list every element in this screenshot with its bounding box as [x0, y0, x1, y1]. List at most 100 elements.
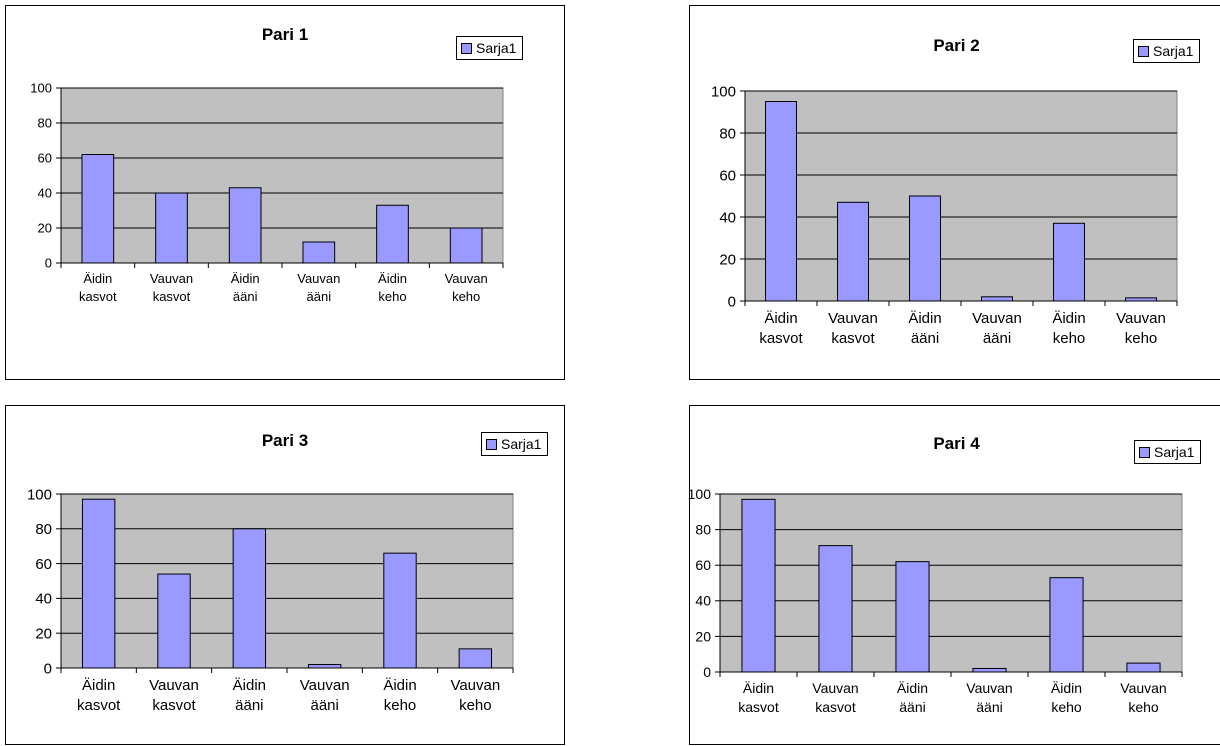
- y-tick-label: 0: [703, 664, 711, 680]
- y-tick-label: 60: [35, 556, 52, 573]
- y-tick-label: 100: [27, 486, 52, 503]
- bar: [909, 195, 941, 302]
- legend: Sarja1: [456, 36, 524, 60]
- legend-swatch: [461, 42, 472, 54]
- legend-swatch: [1139, 446, 1150, 458]
- x-tick-label: Vauvan kasvot: [150, 271, 193, 304]
- bar: [972, 667, 1007, 673]
- bar: [81, 154, 115, 264]
- chart-pari-3: Pari 3 Sarja1 0 20 40 60 80 100 Äidin kasvot Vau…: [5, 405, 565, 745]
- y-tick-label: 40: [695, 593, 711, 609]
- x-tick-label: Vauvan ääni: [300, 677, 350, 714]
- y-tick-label: 60: [719, 167, 736, 184]
- legend: Sarja1: [481, 432, 549, 456]
- legend-label: Sarja1: [501, 436, 542, 452]
- bar: [458, 648, 493, 669]
- x-tick-label: Vauvan keho: [450, 677, 500, 714]
- x-tick-label: Vauvan kasvot: [812, 680, 858, 715]
- plot: 0 20 40 60 80 100 Äidin kasvot Vauvan kasvot Äidin…: [30, 81, 504, 304]
- bar: [1126, 662, 1161, 673]
- y-tick-label: 80: [38, 116, 52, 131]
- y-tick-label: 0: [728, 293, 736, 310]
- bar: [1049, 577, 1084, 673]
- x-tick-label: Äidin ääni: [908, 310, 941, 347]
- x-tick-label: Vauvan ääni: [297, 271, 340, 304]
- x-tick-label: Äidin keho: [1051, 680, 1082, 715]
- x-tick-label: Vauvan kasvot: [828, 310, 878, 347]
- y-tick-label: 0: [45, 256, 52, 271]
- x-tick-label: Äidin ääni: [233, 677, 266, 714]
- bar: [741, 498, 776, 673]
- plot-area: [60, 493, 514, 669]
- chart-pari-1: Pari 1 Sarja1 0 20 40 60 80 100 Äidin kasvot Vau…: [5, 5, 565, 380]
- plot-area: [744, 90, 1178, 302]
- y-tick-label: 20: [35, 625, 52, 642]
- bar: [81, 498, 116, 669]
- y-tick-label: 40: [719, 209, 736, 226]
- x-tick-label: Äidin keho: [383, 677, 416, 714]
- legend-label: Sarja1: [1153, 43, 1194, 59]
- y-tick-label: 20: [38, 221, 52, 236]
- legend: Sarja1: [1133, 39, 1201, 63]
- x-tick-label: Vauvan keho: [1120, 680, 1166, 715]
- legend-label: Sarja1: [476, 40, 517, 56]
- chart-title: Pari 2: [933, 36, 980, 55]
- y-tick-label: 100: [30, 81, 52, 96]
- bar: [228, 187, 262, 264]
- plot-area: [60, 87, 504, 264]
- x-tick-label: Äidin kasvot: [77, 677, 121, 714]
- y-tick-label: 40: [35, 591, 52, 608]
- chart-pari-2: Pari 2 Sarja1 0 20 40 60 80 100 Äidin kasvot Vau…: [689, 5, 1220, 380]
- bar: [765, 101, 797, 302]
- x-tick-label: Vauvan keho: [445, 271, 488, 304]
- x-tick-label: Vauvan keho: [1116, 310, 1166, 347]
- bar: [449, 227, 483, 264]
- bar: [155, 192, 188, 264]
- x-tick-label: Äidin kasvot: [79, 271, 117, 304]
- x-tick-label: Äidin keho: [378, 271, 407, 304]
- x-tick-label: Äidin ääni: [231, 271, 260, 304]
- bar: [157, 573, 191, 669]
- bar: [232, 528, 267, 669]
- bar: [895, 561, 930, 673]
- legend-swatch: [1138, 45, 1149, 57]
- bar: [1125, 297, 1157, 302]
- bar: [1053, 222, 1085, 302]
- x-tick-label: Vauvan ääni: [972, 310, 1022, 347]
- bar: [302, 241, 336, 264]
- plot: 0 20 40 60 80 100 Äidin kasvot Vauvan kasvot Äidin…: [688, 486, 1183, 715]
- bar: [307, 664, 342, 669]
- y-tick-label: 60: [695, 557, 711, 573]
- legend-label: Sarja1: [1154, 444, 1195, 460]
- chart-title: Pari 4: [933, 434, 980, 453]
- x-tick-label: Äidin ääni: [897, 680, 928, 715]
- y-tick-label: 20: [719, 251, 736, 268]
- y-tick-label: 60: [38, 151, 52, 166]
- y-tick-label: 80: [695, 522, 711, 538]
- y-tick-label: 80: [719, 125, 736, 142]
- y-tick-label: 80: [35, 521, 52, 538]
- chart-title: Pari 1: [261, 25, 309, 44]
- legend: Sarja1: [1134, 440, 1202, 464]
- x-tick-label: Äidin kasvot: [738, 680, 779, 715]
- bar: [383, 552, 417, 669]
- chart-pari-4: Pari 4 Sarja1 0 20 40 60 80 100 Äidin kasvot Vau…: [688, 405, 1220, 745]
- y-tick-label: 40: [38, 186, 52, 201]
- bar: [376, 204, 409, 264]
- y-tick-label: 0: [44, 660, 52, 677]
- y-tick-label: 20: [695, 628, 711, 644]
- bar: [981, 296, 1013, 302]
- bar: [837, 201, 869, 302]
- plot: 0 20 40 60 80 100 Äidin kasvot Vauvan kasvot Äidin…: [711, 83, 1178, 347]
- y-tick-label: 100: [688, 486, 712, 502]
- x-tick-label: Äidin kasvot: [759, 310, 803, 347]
- x-tick-label: Vauvan kasvot: [149, 677, 199, 714]
- chart-title: Pari 3: [261, 431, 309, 450]
- plot: 0 20 40 60 80 100 Äidin kasvot Vauvan kasvot Äidin…: [27, 486, 514, 714]
- plot-area: [719, 493, 1183, 673]
- x-tick-label: Äidin keho: [1052, 310, 1085, 347]
- x-tick-label: Vauvan ääni: [966, 680, 1012, 715]
- y-tick-label: 100: [711, 83, 736, 100]
- legend-swatch: [486, 438, 497, 450]
- bar: [818, 545, 853, 673]
